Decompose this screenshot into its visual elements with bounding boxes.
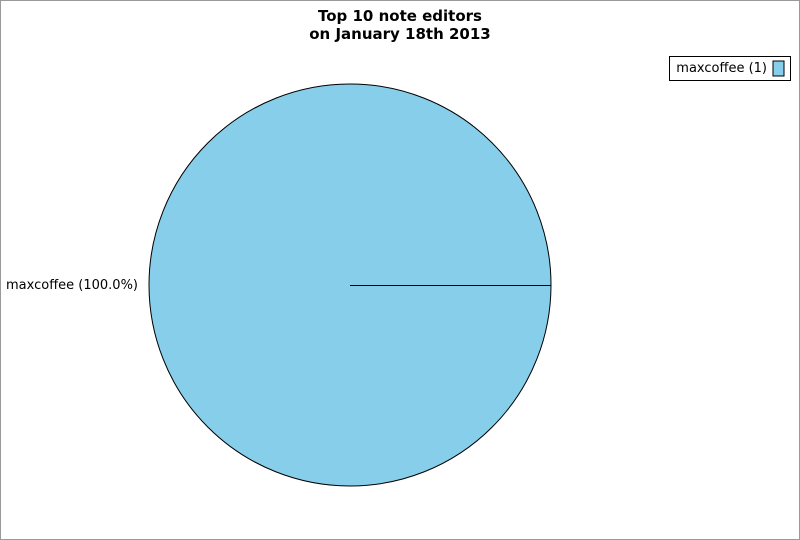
pie-slice-label: maxcoffee (100.0%) — [6, 278, 138, 293]
legend-entry-label: maxcoffee (1) — [676, 61, 767, 76]
legend-swatch-icon — [772, 60, 785, 77]
legend: maxcoffee (1) — [669, 56, 791, 81]
chart-title-line2: on January 18th 2013 — [309, 25, 491, 43]
chart-title-line1: Top 10 note editors — [317, 7, 482, 25]
legend-swatch-rect — [772, 60, 785, 77]
chart-title: Top 10 note editors on January 18th 2013 — [1, 7, 799, 43]
